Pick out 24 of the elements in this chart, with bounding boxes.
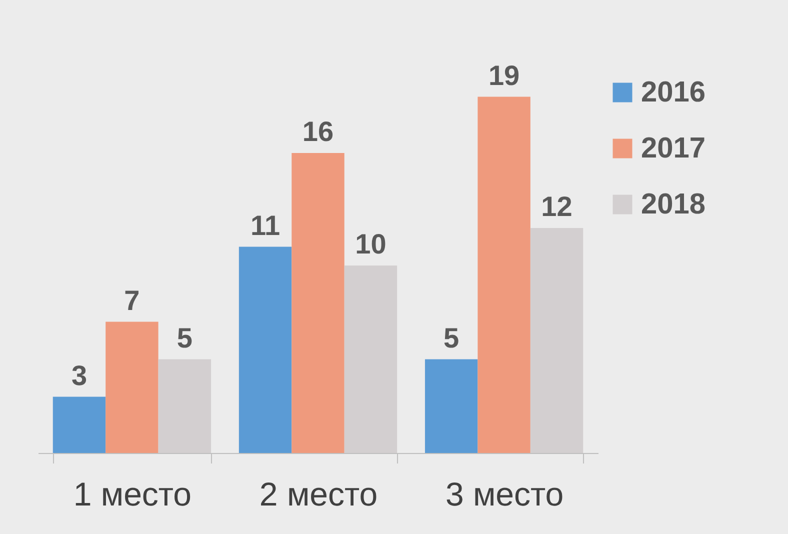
data-label: 12 <box>541 191 572 222</box>
x-tick-label: 1 место <box>73 476 192 512</box>
bar <box>238 246 292 453</box>
x-tick-label: 3 место <box>445 476 564 512</box>
legend-label: 2016 <box>641 76 706 108</box>
bar <box>292 153 344 453</box>
bar <box>52 396 106 453</box>
bar <box>344 266 398 453</box>
legend-label: 2017 <box>641 132 706 164</box>
x-tick-label: 2 место <box>259 476 378 512</box>
legend-label: 2018 <box>641 188 706 220</box>
bar <box>530 228 584 453</box>
data-label: 10 <box>355 228 386 260</box>
data-label: 5 <box>444 322 460 354</box>
bar <box>106 322 158 453</box>
bar <box>478 96 530 453</box>
data-label: 7 <box>124 284 140 316</box>
data-label: 5 <box>176 322 192 354</box>
bar <box>424 359 478 453</box>
data-label: 11 <box>250 210 280 241</box>
bar <box>158 359 212 453</box>
data-label: 19 <box>488 60 520 91</box>
data-label: 3 <box>71 360 88 391</box>
data-label: 16 <box>302 116 334 147</box>
